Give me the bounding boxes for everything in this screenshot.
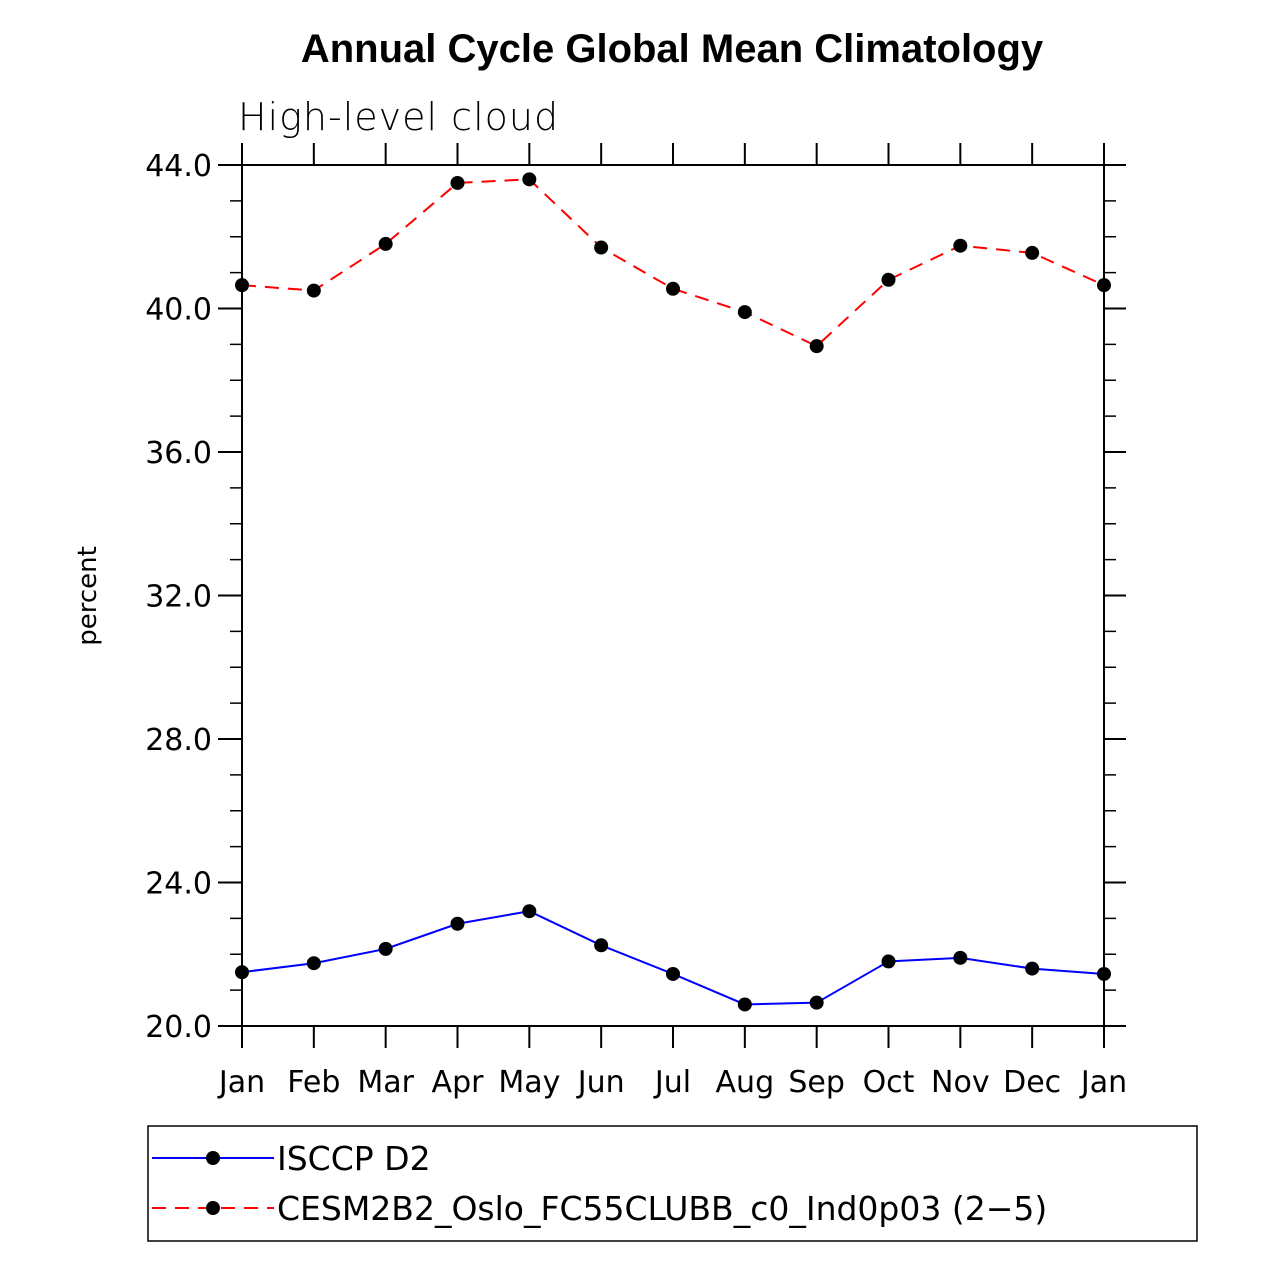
series-layer xyxy=(235,172,1111,1012)
series-1-point xyxy=(953,238,968,253)
series-line-0 xyxy=(241,910,1105,1006)
x-tick-label: Sep xyxy=(788,1065,845,1100)
series-1-point xyxy=(881,272,896,287)
series-1-point xyxy=(522,172,537,187)
x-tick-label: Jan xyxy=(1079,1065,1127,1100)
series-1-point xyxy=(594,240,609,255)
x-tick-label: Jul xyxy=(653,1065,691,1100)
y-axis-label: percent xyxy=(73,546,103,646)
x-tick-label: Dec xyxy=(1003,1065,1061,1100)
series-0-point xyxy=(666,966,680,981)
legend-marker-1 xyxy=(206,1201,220,1215)
series-0-point xyxy=(594,938,609,953)
series-0-point xyxy=(881,954,896,969)
legend-label-1: CESM2B2_Oslo_FC55CLUBB_c0_Ind0p03 (2−5) xyxy=(277,1189,1047,1228)
series-line-1 xyxy=(241,178,1105,348)
x-tick-label: Jun xyxy=(576,1065,625,1100)
series-1-point xyxy=(306,283,321,298)
y-tick-label: 20.0 xyxy=(145,1010,212,1045)
y-tick-label: 28.0 xyxy=(145,723,212,758)
series-0-point xyxy=(1097,966,1111,981)
series-1-point xyxy=(235,278,249,293)
series-0-point xyxy=(953,950,968,965)
x-tick-label: Apr xyxy=(432,1065,485,1100)
series-1-point xyxy=(1097,278,1111,293)
axes: Jan Feb Mar Apr May Jun Jul Aug Sep Oct Nov Dec Jan2… xyxy=(145,143,1127,1100)
y-tick-label: 40.0 xyxy=(145,293,212,328)
series-1-point xyxy=(666,281,680,296)
y-tick-label: 36.0 xyxy=(145,436,212,471)
legend-label-0: ISCCP D2 xyxy=(277,1139,431,1178)
series-0-point xyxy=(737,997,752,1012)
chart-title: Annual Cycle Global Mean Climatology xyxy=(301,27,1044,71)
series-0-point xyxy=(306,956,321,971)
chart-subtitle: High-level cloud xyxy=(238,95,559,139)
series-0-point xyxy=(1025,961,1040,976)
x-tick-label: Mar xyxy=(357,1065,414,1100)
x-tick-label: May xyxy=(498,1065,560,1100)
legend-marker-0 xyxy=(206,1151,220,1165)
x-tick-label: Feb xyxy=(287,1065,340,1100)
x-tick-label: Jan xyxy=(217,1065,265,1100)
series-0-point xyxy=(522,904,537,919)
series-0-point xyxy=(378,941,393,956)
series-1-point xyxy=(378,236,393,251)
series-1-point xyxy=(809,339,824,354)
legend: ISCCP D2 CESM2B2_Oslo_FC55CLUBB_c0_Ind0p0… xyxy=(147,1125,1198,1242)
series-0-point xyxy=(235,965,249,980)
y-tick-label: 24.0 xyxy=(145,867,212,902)
series-1-point xyxy=(1025,245,1040,260)
series-1-point xyxy=(450,175,465,190)
x-tick-label: Aug xyxy=(716,1065,775,1100)
series-0-point xyxy=(450,916,465,931)
legend-box xyxy=(147,1125,1198,1242)
y-tick-label: 44.0 xyxy=(145,149,212,184)
series-1-point xyxy=(737,305,752,320)
series-0-point xyxy=(809,995,824,1010)
x-tick-label: Nov xyxy=(931,1065,990,1100)
x-tick-label: Oct xyxy=(863,1065,915,1100)
y-tick-label: 32.0 xyxy=(145,580,212,615)
